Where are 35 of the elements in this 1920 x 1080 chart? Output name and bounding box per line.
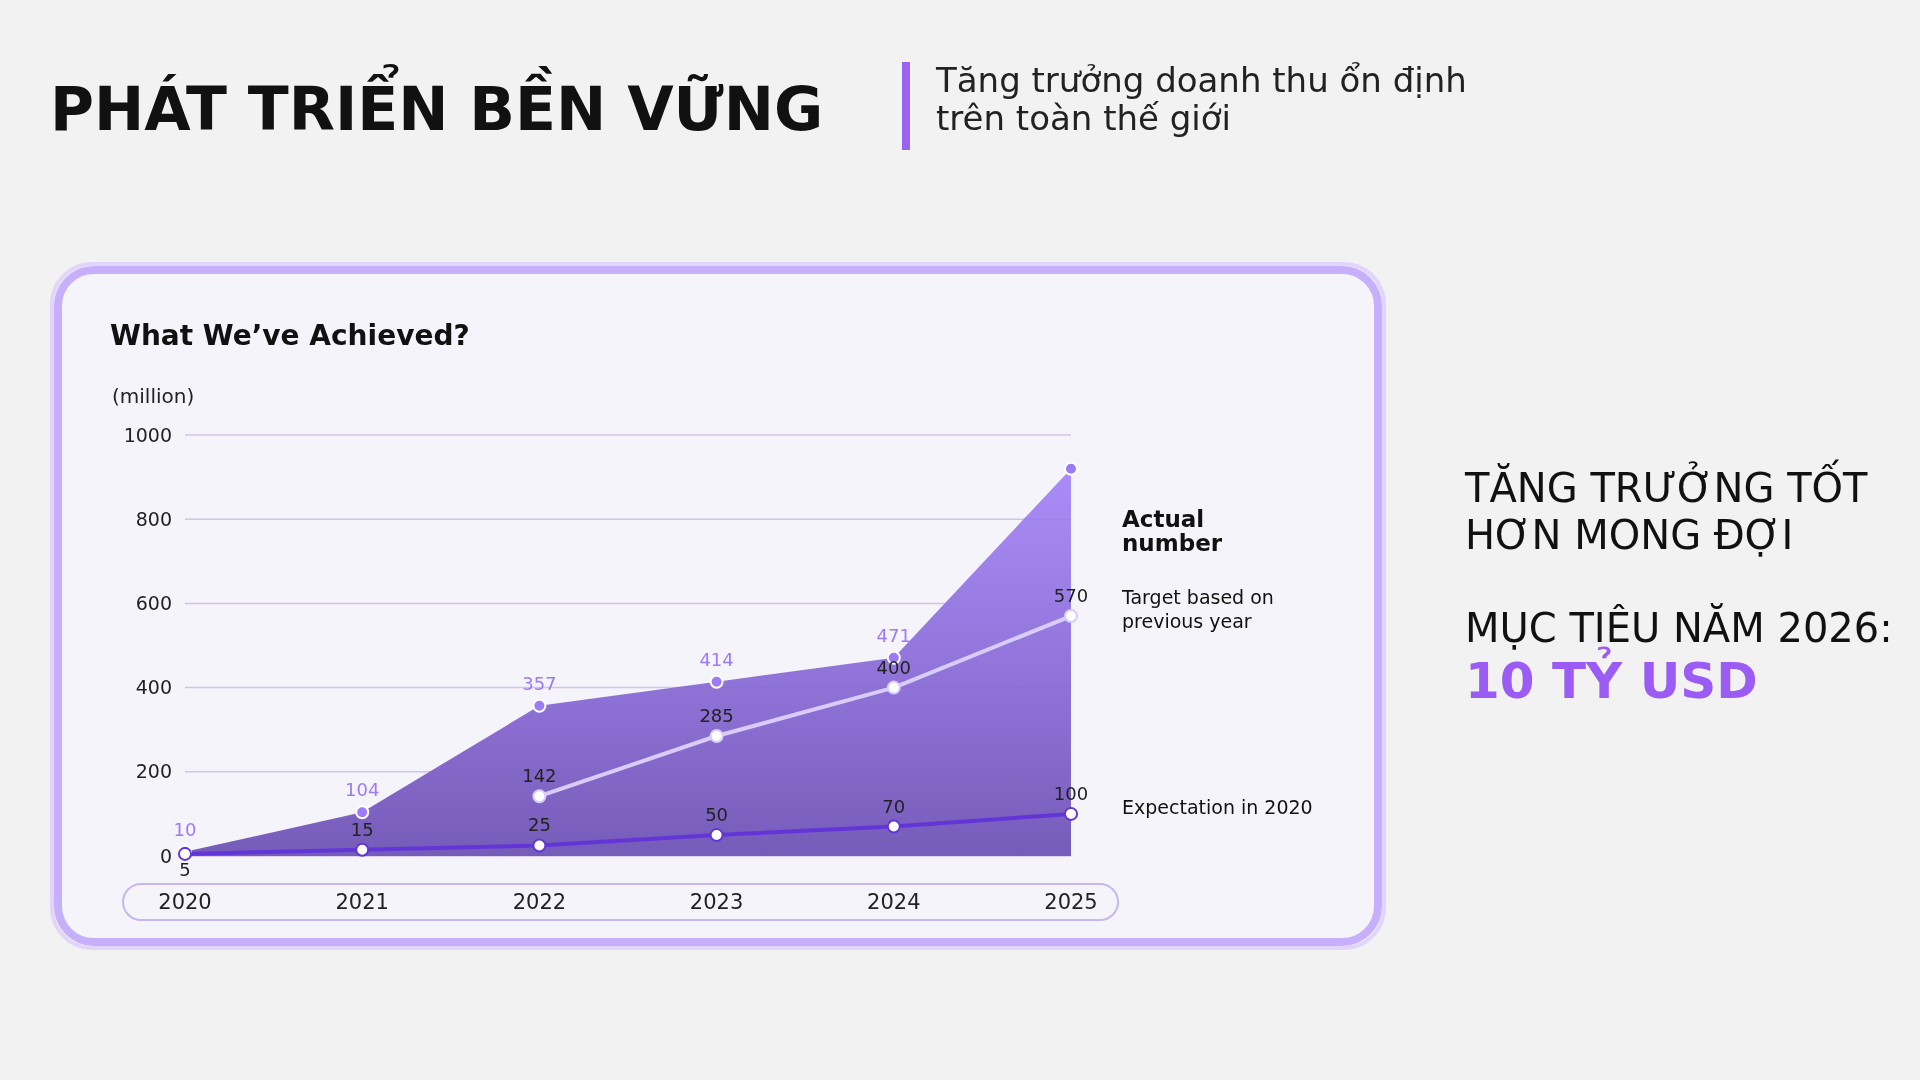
data-label: 471 [876,624,911,646]
x-tick-label: 2022 [512,890,567,915]
x-tick-label: 2025 [1044,890,1098,915]
y-tick-label: 400 [135,676,172,699]
data-label: 100 [1053,782,1089,804]
chart-title: PHÁT TRIỂN BỀN VỮNG [50,63,824,144]
text: What We’ve Achieved? [110,319,470,352]
data-label: 104 [345,779,380,801]
text: TĂNG TRƯỞNG TỐT HƠN MONG ĐỢI [1464,459,1869,558]
data-label: 285 [699,705,734,727]
text: Expectation in 2020 [1122,795,1313,818]
y-axis-title: (million) [112,384,195,408]
data-label: 70 [882,795,906,817]
data-label: 570 [1053,585,1089,607]
data-label: 10 [173,818,197,840]
y-tick-label: 800 [135,507,172,530]
data-label: 357 [522,672,557,694]
y-tick-label: 0 [159,844,172,867]
y-tick-label: 200 [135,760,172,783]
x-tick-label: 2023 [689,890,744,915]
data-label: 15 [350,818,374,840]
text: Tăng trưởng doanh thu ổn định trên toàn thế giới [935,60,1467,138]
x-tick-label: 2024 [867,890,921,915]
x-tick-label: 2021 [335,890,389,915]
x-tick-label: 2020 [158,890,212,915]
text: Actual number [1122,505,1223,556]
text: Target based on previous year [1121,586,1274,633]
data-label: 50 [705,803,729,825]
data-label: 400 [876,656,911,678]
data-label: 5 [179,858,191,880]
y-tick-label: 600 [135,592,172,615]
data-label: 142 [522,765,557,787]
data-label: 414 [699,648,734,670]
y-tick-label: 1000 [123,423,172,446]
data-label: 25 [527,814,551,836]
